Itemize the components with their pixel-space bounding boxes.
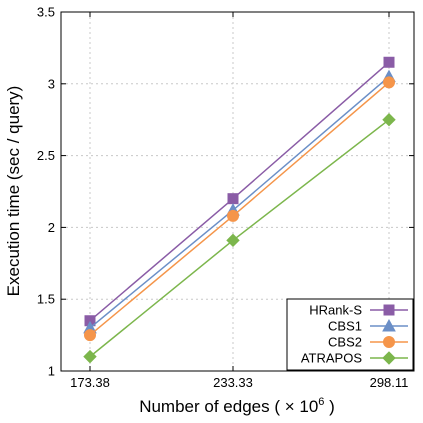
plot-frame (60, 11, 415, 372)
data-point-diamond (382, 112, 396, 127)
y-tick-label: 3 (48, 76, 55, 91)
x-tick-label: 298.11 (370, 375, 409, 390)
data-point-circle (84, 329, 96, 342)
y-tick-label: 1.5 (37, 292, 55, 307)
x-tick-label: 173.38 (70, 375, 110, 390)
legend-marker-circle (383, 336, 395, 348)
y-tick-label: 3.5 (37, 5, 55, 20)
y-tick-label: 1 (48, 364, 55, 379)
x-tick-label: 233.33 (213, 375, 253, 390)
legend-label: CBS2 (328, 335, 362, 350)
grid (61, 12, 414, 371)
legend-entry: ATRAPOS (301, 351, 408, 366)
legend-marker-diamond (382, 351, 396, 365)
data-point-circle (227, 209, 239, 222)
y-tick-label: 2 (48, 220, 55, 235)
legend-marker-square (383, 304, 395, 316)
data-point-diamond (83, 349, 97, 364)
series-cbs2 (84, 76, 395, 342)
x-axis-title-text: Number of edges ( × 10 (139, 397, 318, 416)
series-atrapos (83, 112, 396, 364)
legend-marker-triangle (382, 318, 396, 332)
y-tick-label: 2.5 (37, 148, 55, 163)
legend-label: HRank-S (309, 303, 362, 318)
data-point-square (383, 56, 395, 68)
legend-label: ATRAPOS (301, 351, 362, 366)
y-axis-title: Execution time (sec / query) (4, 86, 23, 297)
x-axis-title-suffix: ) (324, 397, 334, 416)
legend-label: CBS1 (328, 319, 362, 334)
x-tick-labels: 173.38 233.33 298.11 (70, 375, 408, 390)
legend-entry: CBS1 (328, 319, 408, 334)
data-point-circle (383, 76, 395, 89)
series-layer (83, 56, 396, 364)
legend-entry: HRank-S (309, 303, 408, 318)
x-axis-title-exponent: 6 (318, 396, 324, 408)
x-axis-title: Number of edges ( × 106 ) (139, 396, 335, 416)
data-point-square (227, 193, 239, 205)
data-point-diamond (226, 233, 240, 248)
y-tick-labels: 1 1.5 2 2.5 3 3.5 (37, 5, 55, 379)
legend-entry: CBS2 (328, 335, 408, 350)
